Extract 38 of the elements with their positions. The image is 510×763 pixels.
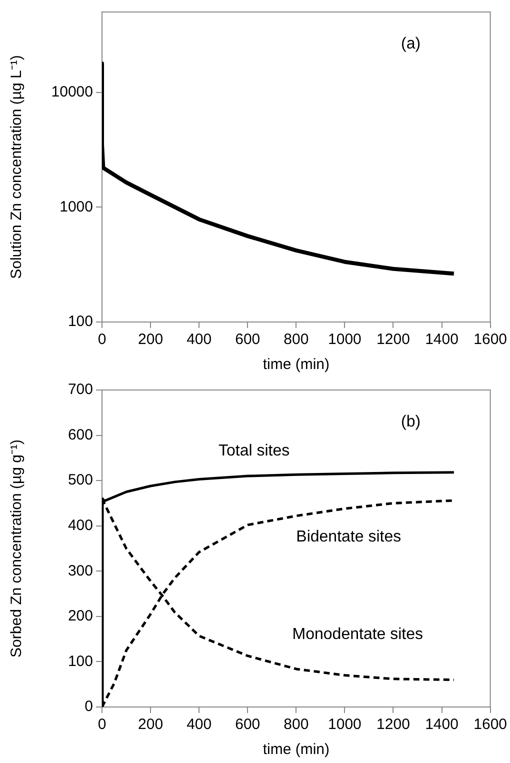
x-tick-label: 400 [186,331,212,348]
x-tick-label: 1600 [474,331,508,348]
x-tick-label: 800 [284,716,309,734]
y-tick-label: 100 [68,313,93,330]
y-tick-label: 200 [68,608,93,625]
x-tick-label: 400 [186,716,212,734]
y-axis-title: Sorbed Zn concentration (µg g⁻¹) [8,440,26,658]
y-tick-label: 1000 [60,198,93,216]
series-label: Monodentate sites [292,626,424,643]
y-tick-label: 500 [68,472,93,489]
x-tick-label: 600 [235,716,260,734]
y-axis-title: Solution Zn concentration (µg L⁻¹) [8,55,26,279]
x-tick-label: 0 [98,331,106,348]
x-tick-label: 1400 [425,716,458,734]
x-tick-label: 1000 [328,331,362,348]
x-tick-label: 800 [284,331,309,348]
x-tick-label: 200 [138,331,164,348]
annotation: (b) [401,413,421,430]
y-tick-label: 10000 [51,83,93,100]
x-tick-label: 1600 [474,716,508,734]
x-tick-label: 1200 [376,716,410,734]
y-tick-label: 0 [84,698,93,716]
x-axis-title: time (min) [262,741,330,758]
y-tick-label: 700 [68,381,93,398]
series-label: Bidentate sites [296,528,402,546]
x-tick-label: 1200 [376,331,410,348]
y-tick-label: 300 [68,562,93,580]
x-tick-label: 600 [235,331,260,348]
x-axis-title: time (min) [262,356,330,374]
x-tick-label: 0 [98,716,106,734]
y-tick-label: 100 [68,652,93,670]
x-tick-label: 200 [138,716,164,734]
y-tick-label: 400 [68,517,93,534]
y-tick-label: 600 [68,426,93,444]
x-tick-label: 1000 [328,716,362,734]
series-label: Total sites [218,442,290,460]
annotation: (a) [401,35,421,52]
x-tick-label: 1400 [425,331,458,348]
